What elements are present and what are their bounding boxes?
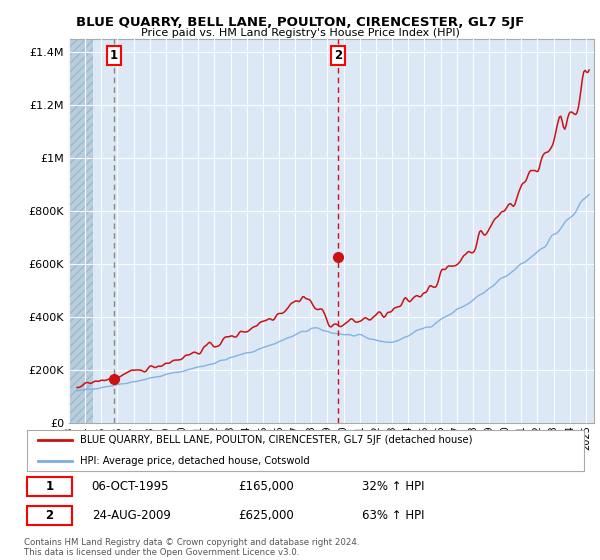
Text: £625,000: £625,000 <box>238 508 294 522</box>
Text: 24-AUG-2009: 24-AUG-2009 <box>92 508 170 522</box>
Text: 2: 2 <box>334 49 342 62</box>
Text: 32% ↑ HPI: 32% ↑ HPI <box>362 479 425 493</box>
Bar <box>69 39 93 423</box>
Text: 1: 1 <box>110 49 118 62</box>
Text: BLUE QUARRY, BELL LANE, POULTON, CIRENCESTER, GL7 5JF (detached house): BLUE QUARRY, BELL LANE, POULTON, CIRENCE… <box>80 435 473 445</box>
Text: Contains HM Land Registry data © Crown copyright and database right 2024.
This d: Contains HM Land Registry data © Crown c… <box>24 538 359 557</box>
Text: 1: 1 <box>46 479 53 493</box>
Text: 63% ↑ HPI: 63% ↑ HPI <box>362 508 425 522</box>
FancyBboxPatch shape <box>27 506 72 525</box>
FancyBboxPatch shape <box>27 477 72 496</box>
Text: BLUE QUARRY, BELL LANE, POULTON, CIRENCESTER, GL7 5JF: BLUE QUARRY, BELL LANE, POULTON, CIRENCE… <box>76 16 524 29</box>
Text: HPI: Average price, detached house, Cotswold: HPI: Average price, detached house, Cots… <box>80 456 310 466</box>
Text: 06-OCT-1995: 06-OCT-1995 <box>92 479 169 493</box>
FancyBboxPatch shape <box>27 430 584 472</box>
Text: 2: 2 <box>46 508 53 522</box>
Text: Price paid vs. HM Land Registry's House Price Index (HPI): Price paid vs. HM Land Registry's House … <box>140 28 460 38</box>
Text: £165,000: £165,000 <box>238 479 294 493</box>
